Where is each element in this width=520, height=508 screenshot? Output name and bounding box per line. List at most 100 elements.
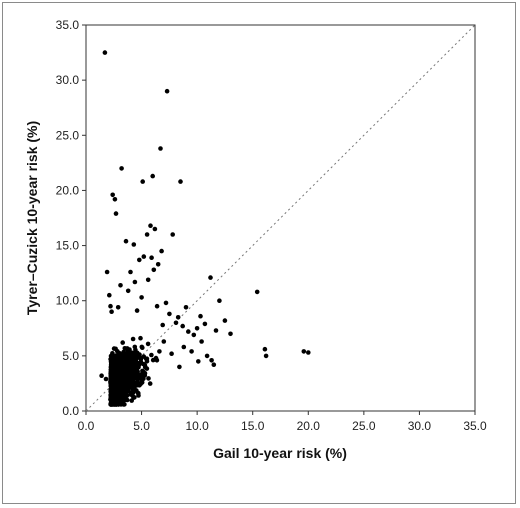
data-point (116, 383, 122, 388)
y-tick-label: 0.0 (62, 404, 79, 418)
data-point (154, 358, 160, 363)
data-point (142, 362, 148, 368)
data-point (128, 269, 133, 275)
data-point (113, 364, 119, 369)
x-tick-label: 25.0 (352, 419, 376, 433)
data-point (178, 179, 183, 184)
data-point (133, 368, 138, 373)
data-point (108, 303, 113, 309)
data-point (213, 328, 219, 333)
data-point (108, 356, 114, 361)
y-tick-label: 35.0 (56, 18, 80, 32)
data-point (109, 371, 115, 377)
data-point (164, 88, 170, 94)
data-point (130, 336, 136, 342)
data-point (150, 173, 155, 179)
x-tick-label: 30.0 (408, 419, 432, 433)
data-point (139, 295, 144, 300)
data-point (132, 371, 137, 377)
plot-area (85, 24, 476, 412)
data-point (121, 352, 126, 358)
data-point (183, 305, 189, 310)
data-point (170, 232, 175, 237)
data-point (140, 179, 145, 184)
data-point (181, 344, 187, 350)
data-point (155, 262, 161, 267)
x-axis-ticks: 0.0 5.0 10.0 15.0 20.0 25.0 30.0 35.0 (78, 411, 487, 433)
data-points (99, 50, 311, 407)
data-point (125, 288, 131, 294)
data-point (124, 397, 130, 403)
data-point (131, 242, 137, 247)
y-tick-label: 10.0 (56, 294, 80, 308)
data-point (128, 390, 134, 396)
data-point (228, 331, 233, 337)
data-point (194, 326, 200, 331)
data-point (167, 311, 172, 317)
data-point (254, 289, 260, 295)
data-point (209, 358, 214, 363)
y-axis-title: Tyrer–Cuzick 10-year risk (%) (24, 121, 40, 315)
data-point (128, 384, 133, 390)
data-point (149, 352, 154, 358)
data-point (127, 380, 132, 386)
data-point (208, 275, 213, 280)
data-point (140, 345, 145, 351)
reference-diagonal-line (85, 24, 476, 412)
data-point (157, 349, 162, 354)
data-point (131, 395, 136, 400)
data-point (204, 353, 210, 359)
data-point (123, 238, 129, 244)
data-point (108, 367, 114, 372)
data-point (306, 350, 311, 355)
data-point (109, 352, 115, 358)
data-point (99, 373, 104, 379)
data-point (141, 254, 147, 259)
plot-border (85, 24, 476, 412)
data-point (110, 192, 115, 198)
data-point (263, 353, 269, 359)
data-point (131, 359, 137, 365)
figure-frame (2, 2, 516, 504)
data-point (144, 232, 150, 237)
data-point (107, 292, 112, 298)
x-tick-label: 15.0 (241, 419, 265, 433)
data-point (262, 346, 268, 352)
data-point (103, 376, 109, 382)
data-point (189, 349, 194, 354)
data-point (132, 344, 138, 350)
data-point (140, 368, 145, 374)
data-point (126, 360, 131, 366)
data-point (116, 379, 122, 384)
data-point (134, 308, 140, 313)
data-point (123, 365, 128, 370)
y-tick-label: 5.0 (62, 349, 79, 363)
data-point (118, 362, 124, 368)
data-point (109, 309, 114, 315)
data-point (116, 393, 122, 399)
data-point (102, 50, 108, 55)
data-point (112, 197, 118, 202)
data-point (217, 298, 222, 304)
data-point (154, 303, 160, 309)
data-point (150, 357, 156, 363)
data-point (113, 401, 119, 406)
data-point (149, 255, 154, 260)
data-point (163, 300, 169, 306)
data-point (108, 383, 114, 389)
data-point (169, 351, 174, 357)
data-point (135, 382, 140, 388)
data-point (158, 146, 163, 151)
data-point (145, 277, 151, 283)
y-tick-label: 25.0 (56, 128, 80, 142)
data-point (119, 390, 125, 396)
data-point (113, 354, 118, 359)
data-point (115, 305, 121, 310)
data-point (131, 363, 136, 369)
y-axis-ticks: 0.0 5.0 10.0 15.0 20.0 25.0 30.0 35.0 (56, 18, 86, 418)
x-tick-label: 0.0 (78, 419, 95, 433)
x-axis-title: Gail 10-year risk (%) (213, 445, 347, 461)
data-point (161, 339, 167, 344)
data-point (120, 340, 125, 345)
